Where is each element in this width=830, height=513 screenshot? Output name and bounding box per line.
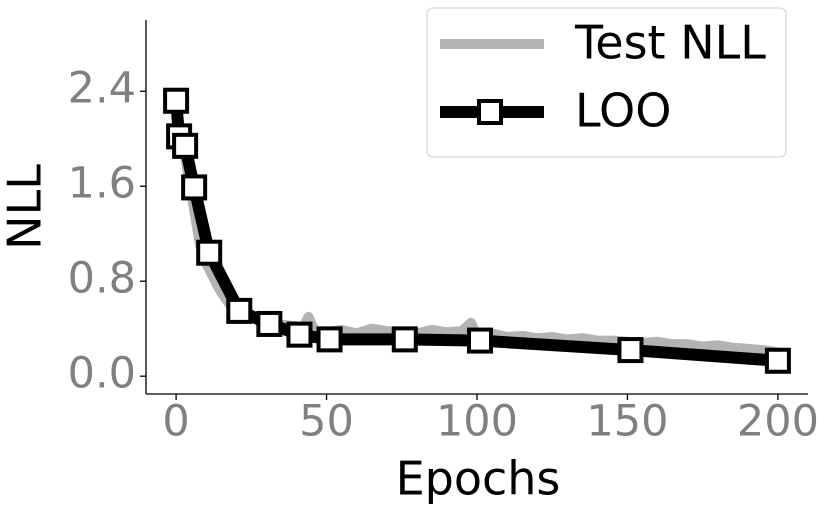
marker — [617, 337, 644, 364]
marker — [196, 239, 223, 266]
x-tick-label: 150 — [586, 397, 668, 447]
marker — [286, 321, 313, 348]
y-tick-label: 2.4 — [68, 64, 136, 114]
legend-label: Test NLL — [574, 16, 766, 70]
marker — [172, 132, 199, 159]
x-tick-label: 50 — [299, 397, 354, 447]
x-tick-label: 200 — [737, 397, 819, 447]
x-tick-label: 0 — [162, 397, 189, 447]
marker — [226, 297, 253, 324]
marker — [391, 326, 418, 353]
marker — [163, 87, 190, 114]
marker — [181, 174, 208, 201]
marker — [256, 310, 283, 337]
marker — [316, 326, 343, 353]
legend-label: LOO — [575, 84, 671, 138]
marker — [467, 327, 494, 354]
x-axis-label: Epochs — [396, 452, 561, 506]
y-tick-label: 0.8 — [68, 254, 136, 304]
legend: Test NLL LOO — [426, 7, 787, 158]
marker — [764, 347, 791, 374]
y-tick-label: 0.0 — [68, 349, 136, 399]
legend-marker — [477, 99, 503, 125]
y-axis-label: NLL — [0, 164, 52, 250]
x-tick-label: 100 — [436, 397, 518, 447]
y-tick-label: 1.6 — [68, 159, 136, 209]
